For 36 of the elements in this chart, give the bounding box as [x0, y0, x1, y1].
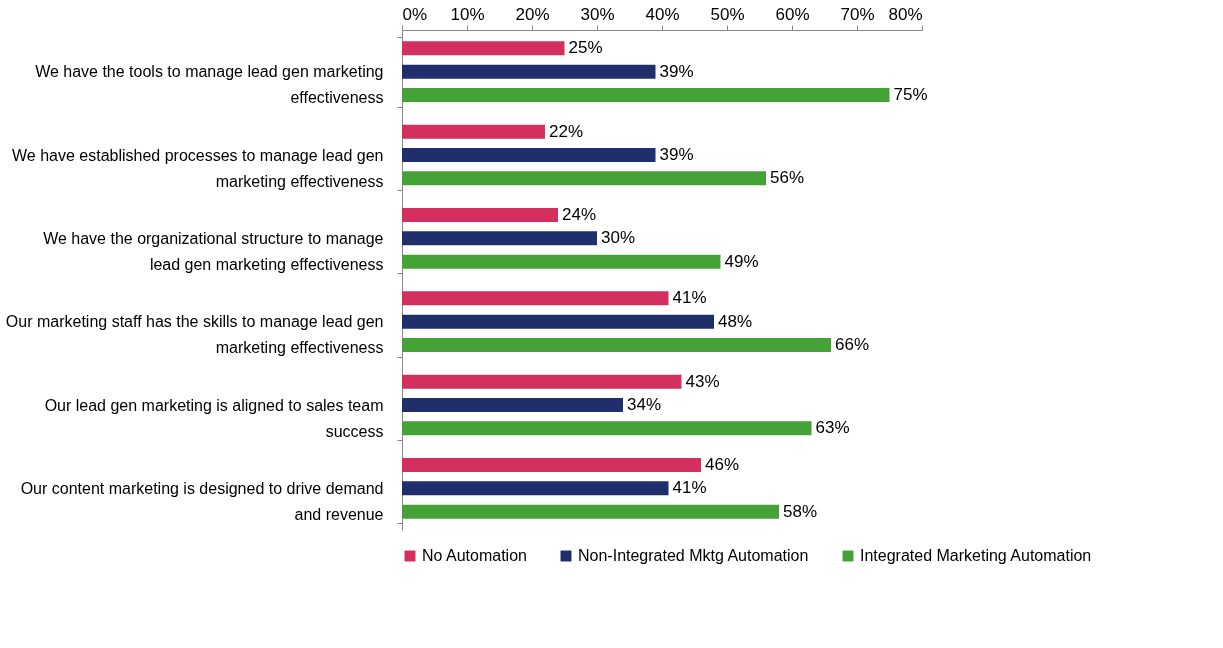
legend-label: No Automation: [422, 547, 527, 564]
x-tick-label: 70%: [840, 4, 875, 24]
legend-label: Integrated Marketing Automation: [860, 547, 1092, 564]
data-label: 46%: [705, 455, 740, 474]
y-tick-label: We have the tools to manage lead gen marketing effectiveness: [35, 63, 384, 107]
data-label: 41%: [672, 288, 707, 308]
data-label: 66%: [835, 335, 870, 354]
data-label: 24%: [562, 205, 597, 224]
x-tick-label: 40%: [645, 4, 680, 24]
data-label: 41%: [672, 478, 707, 498]
y-tick-label: We have established processes to manage lead gen marketing effectiveness: [12, 146, 384, 190]
data-label: 48%: [718, 311, 753, 331]
x-tick-label: 50%: [710, 4, 745, 24]
y-tick-label: Our content marketing is designed to drive demand and revenue: [20, 479, 384, 523]
data-label: 30%: [601, 228, 636, 248]
x-tick-label: 20%: [515, 4, 550, 24]
x-tick-label: 80%: [888, 4, 923, 24]
x-tick-label: 60%: [775, 4, 810, 24]
data-label: 34%: [627, 395, 662, 414]
data-label: 75%: [893, 85, 928, 104]
data-label: 56%: [770, 168, 805, 188]
data-label: 39%: [659, 61, 694, 81]
y-tick-label: We have the organizational structure to manage lead gen marketing effectiveness: [43, 229, 384, 273]
data-label: 58%: [783, 501, 818, 521]
data-label: 39%: [659, 145, 694, 164]
data-label: 63%: [815, 418, 850, 438]
x-tick-label: 0%: [402, 4, 428, 24]
x-tick-label: 10%: [450, 4, 485, 24]
data-label: 22%: [549, 121, 584, 141]
data-label: 25%: [568, 38, 603, 58]
x-tick-label: 30%: [580, 4, 615, 24]
legend-label: Non-Integrated Mktg Automation: [578, 547, 809, 564]
y-tick-label: Our marketing staff has the skills to manage lead gen marketing effectiveness: [5, 313, 384, 357]
data-label: 43%: [685, 371, 720, 391]
y-tick-label: Our lead gen marketing is aligned to sales team success: [44, 396, 384, 440]
data-label: 49%: [724, 251, 759, 271]
